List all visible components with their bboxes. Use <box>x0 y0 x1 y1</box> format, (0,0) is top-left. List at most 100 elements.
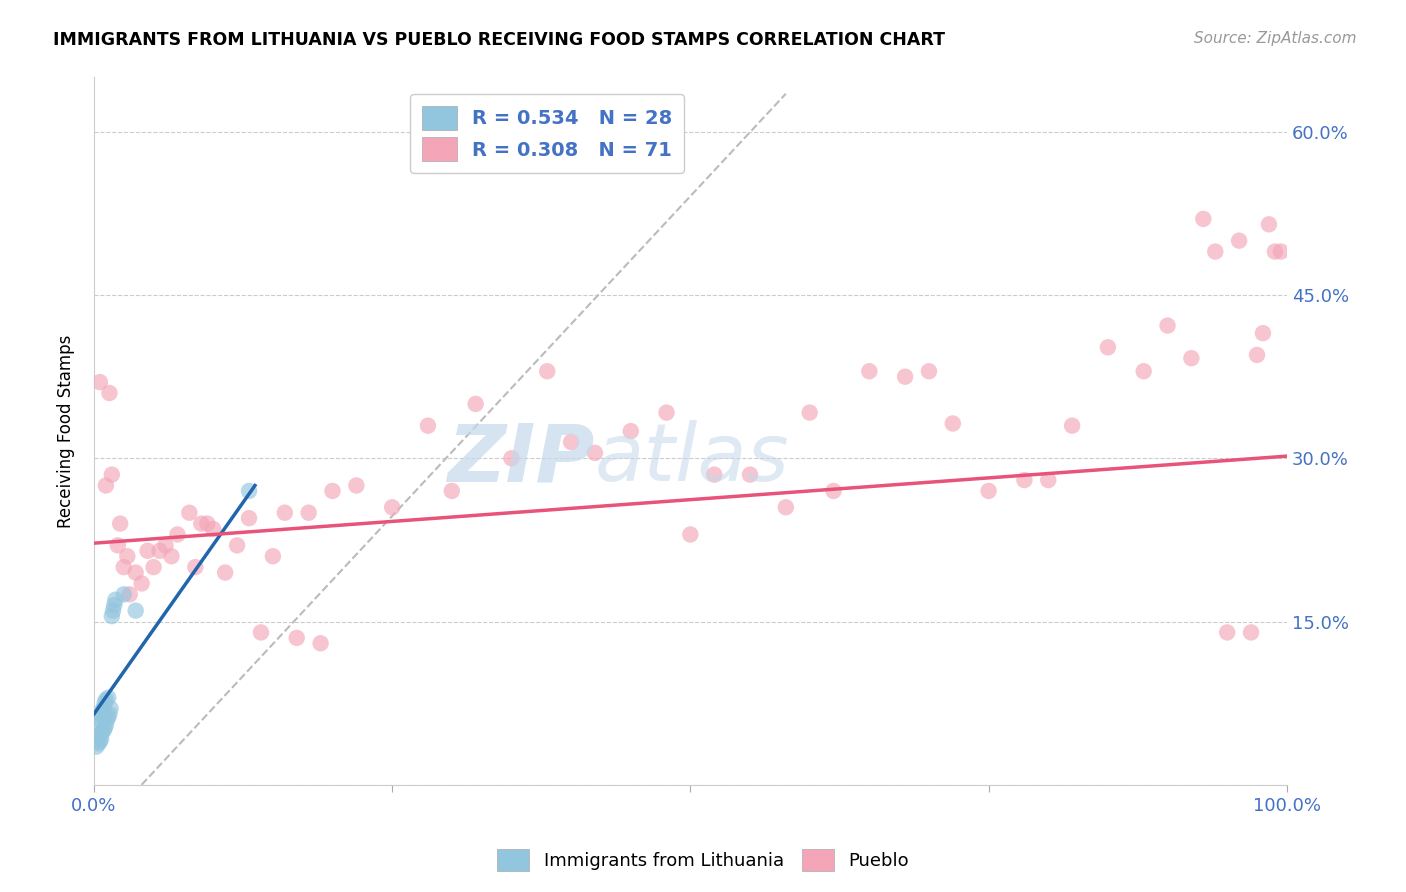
Point <box>107 538 129 552</box>
Point <box>108 516 131 531</box>
Point <box>285 631 308 645</box>
Point <box>91 725 114 739</box>
Point <box>1180 351 1202 366</box>
Point <box>298 506 321 520</box>
Point <box>1097 340 1119 354</box>
Point <box>155 538 177 552</box>
Point <box>89 713 111 727</box>
Point <box>1156 318 1178 333</box>
Point <box>536 364 558 378</box>
Point <box>942 417 965 431</box>
Point <box>97 710 120 724</box>
Legend: Immigrants from Lithuania, Pueblo: Immigrants from Lithuania, Pueblo <box>489 842 917 879</box>
Point <box>1246 348 1268 362</box>
Point <box>179 506 201 520</box>
Point <box>1270 244 1292 259</box>
Point <box>560 434 582 449</box>
Point <box>1264 244 1286 259</box>
Point <box>440 483 463 498</box>
Point <box>101 609 124 624</box>
Point <box>87 736 110 750</box>
Point <box>344 478 367 492</box>
Point <box>93 723 115 738</box>
Point <box>117 549 139 564</box>
Point <box>977 483 1000 498</box>
Y-axis label: Receiving Food Stamps: Receiving Food Stamps <box>58 334 75 528</box>
Point <box>90 706 112 721</box>
Point <box>93 701 115 715</box>
Point <box>823 483 845 498</box>
Point <box>160 549 183 564</box>
Point <box>166 527 188 541</box>
Text: Source: ZipAtlas.com: Source: ZipAtlas.com <box>1194 31 1357 46</box>
Point <box>1192 211 1215 226</box>
Point <box>101 467 124 482</box>
Point <box>1062 418 1084 433</box>
Point <box>1240 625 1263 640</box>
Point <box>226 538 249 552</box>
Point <box>94 718 117 732</box>
Legend: R = 0.534   N = 28, R = 0.308   N = 71: R = 0.534 N = 28, R = 0.308 N = 71 <box>411 95 685 173</box>
Point <box>87 718 110 732</box>
Point <box>94 693 117 707</box>
Point <box>125 566 148 580</box>
Point <box>89 375 111 389</box>
Point <box>655 406 678 420</box>
Point <box>148 543 170 558</box>
Point <box>86 729 108 743</box>
Point <box>1132 364 1154 378</box>
Point <box>98 706 121 721</box>
Text: ZIP: ZIP <box>447 420 595 499</box>
Point <box>142 560 165 574</box>
Point <box>96 713 118 727</box>
Point <box>274 506 297 520</box>
Point <box>125 604 148 618</box>
Point <box>94 478 117 492</box>
Text: IMMIGRANTS FROM LITHUANIA VS PUEBLO RECEIVING FOOD STAMPS CORRELATION CHART: IMMIGRANTS FROM LITHUANIA VS PUEBLO RECE… <box>53 31 945 49</box>
Point <box>136 543 159 558</box>
Point <box>100 701 122 715</box>
Point <box>464 397 486 411</box>
Point <box>202 522 225 536</box>
Point <box>583 446 606 460</box>
Point <box>89 734 111 748</box>
Point <box>98 386 121 401</box>
Point <box>93 696 115 710</box>
Point <box>894 369 917 384</box>
Point <box>1014 473 1036 487</box>
Point <box>118 587 141 601</box>
Point <box>1258 218 1281 232</box>
Point <box>112 560 135 574</box>
Point <box>703 467 725 482</box>
Point <box>620 424 643 438</box>
Point <box>101 604 124 618</box>
Point <box>91 704 114 718</box>
Point <box>131 576 153 591</box>
Point <box>501 451 523 466</box>
Point <box>381 500 404 515</box>
Point <box>918 364 941 378</box>
Point <box>799 406 821 420</box>
Point <box>103 598 125 612</box>
Point <box>1251 326 1274 340</box>
Point <box>97 690 120 705</box>
Point <box>1204 244 1226 259</box>
Point <box>214 566 236 580</box>
Point <box>190 516 212 531</box>
Point <box>1227 234 1250 248</box>
Point <box>112 587 135 601</box>
Point <box>775 500 797 515</box>
Point <box>238 511 260 525</box>
Point <box>93 721 115 735</box>
Point <box>309 636 332 650</box>
Point <box>679 527 702 541</box>
Point <box>195 516 218 531</box>
Point <box>104 592 127 607</box>
Point <box>238 483 260 498</box>
Point <box>738 467 761 482</box>
Text: atlas: atlas <box>595 420 790 499</box>
Point <box>90 732 112 747</box>
Point <box>250 625 273 640</box>
Point <box>262 549 284 564</box>
Point <box>1216 625 1239 640</box>
